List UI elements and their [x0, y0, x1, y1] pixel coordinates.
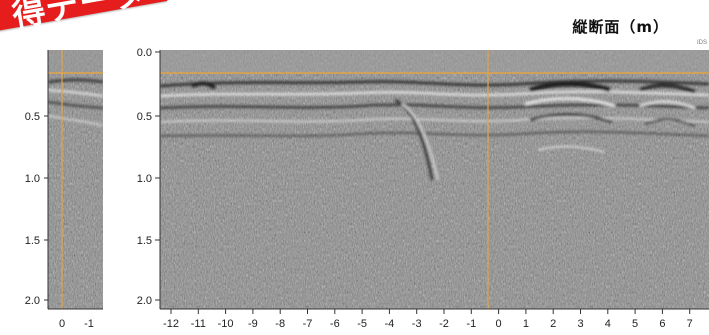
main-x-tick: 1	[523, 318, 529, 330]
corner-note: IDS	[696, 40, 707, 46]
main-x-tick: -12	[163, 318, 179, 330]
main-x-tick: 0	[496, 318, 502, 330]
left-y-tick: 0.5	[25, 111, 40, 123]
main-x-tick: -3	[412, 318, 422, 330]
main-x-tick: -6	[330, 318, 340, 330]
main-x-tick: 7	[687, 318, 693, 330]
main-x-tick: -9	[248, 318, 258, 330]
main-x-tick: -8	[275, 318, 285, 330]
main-x-tick: -4	[385, 318, 395, 330]
left-y-tick-marks	[44, 115, 48, 301]
cross-section-panel	[48, 50, 103, 309]
main-x-tick: -7	[303, 318, 313, 330]
left-y-tick: 1.5	[25, 235, 40, 247]
longitudinal-section-panel	[160, 50, 709, 309]
main-y-tick-marks	[155, 51, 160, 301]
section-title: 縦断面（m）	[572, 18, 669, 36]
main-x-tick: 6	[659, 318, 665, 330]
main-x-tick: 2	[550, 318, 556, 330]
main-x-tick: 3	[577, 318, 583, 330]
main-x-tick: -1	[466, 318, 476, 330]
main-x-tick: 4	[605, 318, 611, 330]
main-x-tick: -11	[191, 318, 206, 330]
left-y-tick: 2.0	[25, 295, 40, 307]
main-y-tick: 0.5	[137, 111, 152, 123]
main-x-tick: 5	[632, 318, 638, 330]
main-y-tick: 1.0	[137, 173, 152, 185]
main-x-tick: -10	[218, 318, 234, 330]
main-y-tick: 0.0	[137, 47, 152, 59]
left-y-tick: 1.0	[25, 173, 40, 185]
main-y-tick: 1.5	[137, 235, 152, 247]
left-x-tick: -1	[84, 318, 94, 330]
main-x-tick: -5	[357, 318, 367, 330]
main-y-tick: 2.0	[137, 295, 152, 307]
main-x-ticks: -12-11-10-9-8-7-6-5-4-3-2-1012345678	[163, 309, 693, 330]
left-x-tick: 0	[59, 318, 65, 330]
main-x-tick: -2	[439, 318, 449, 330]
